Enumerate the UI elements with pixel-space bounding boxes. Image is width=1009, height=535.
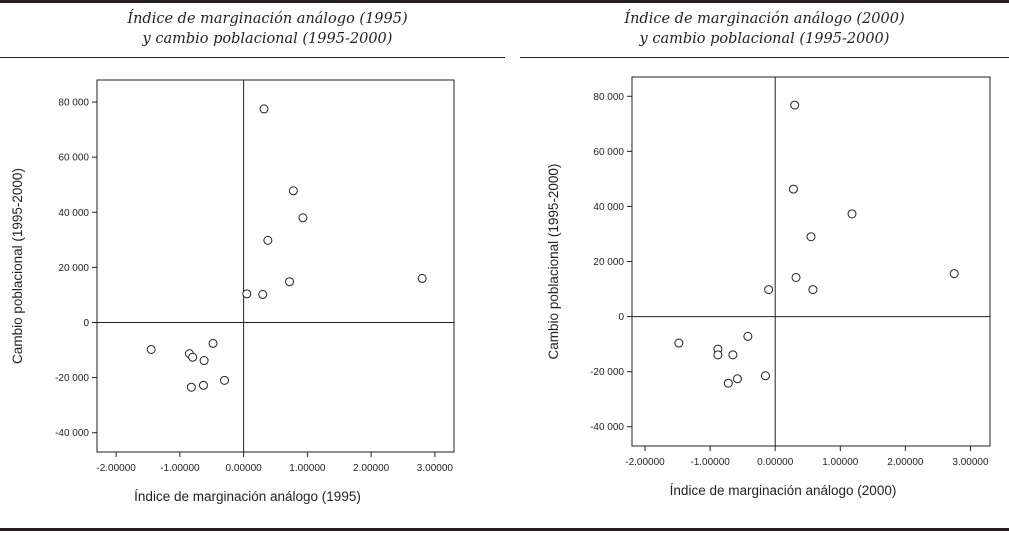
left-plot-frame xyxy=(96,79,455,453)
left-x-tick-label: -2.00000 xyxy=(96,463,136,474)
left-y-tick-label: -20 000 xyxy=(55,373,89,384)
right-title-line-1: Índice de marginación análogo (2000) xyxy=(624,11,905,27)
right-data-point xyxy=(949,269,959,279)
left-y-tick-label: -40 000 xyxy=(55,428,89,439)
right-data-point xyxy=(728,350,738,360)
right-x-tick-label: -2.00000 xyxy=(625,457,665,468)
left-x-tick-label: 3.00000 xyxy=(417,463,454,474)
left-data-point xyxy=(146,344,156,354)
left-data-point xyxy=(188,352,198,362)
left-y-axis-label: Cambio poblacional (1995-2000) xyxy=(10,168,25,364)
right-data-point xyxy=(713,350,723,360)
left-data-point xyxy=(288,186,298,196)
right-data-point xyxy=(791,272,801,282)
left-data-point xyxy=(242,289,252,299)
right-data-point xyxy=(723,378,733,388)
left-data-point xyxy=(258,289,268,299)
left-title-line-2: y cambio poblacional (1995-2000) xyxy=(142,31,393,47)
right-plot-frame xyxy=(631,76,991,447)
right-x-tick-label: 2.00000 xyxy=(887,457,924,468)
right-y-tick-label: 40 000 xyxy=(593,202,624,213)
right-x-tick-label: 0.00000 xyxy=(757,457,794,468)
left-title-line-1: Índice de marginación análogo (1995) xyxy=(127,11,408,27)
left-data-point xyxy=(298,213,308,223)
right-y-tick-label: -20 000 xyxy=(590,367,624,378)
right-x-tick-label: 3.00000 xyxy=(952,457,989,468)
right-data-point xyxy=(790,100,800,110)
right-y-axis-label: Cambio poblacional (1995-2000) xyxy=(546,164,561,360)
left-data-point xyxy=(199,356,209,366)
left-x-axis-label: Índice de marginación análogo (1995) xyxy=(134,489,361,504)
right-y-tick-label: 80 000 xyxy=(593,92,624,103)
top-rule xyxy=(0,0,1009,3)
left-data-point xyxy=(285,277,295,287)
left-data-point xyxy=(208,338,218,348)
right-data-point xyxy=(674,338,684,348)
left-y-tick-label: 80 000 xyxy=(58,98,89,109)
left-data-point xyxy=(263,235,273,245)
right-y-tick-label: -40 000 xyxy=(590,422,624,433)
right-data-point xyxy=(732,374,742,384)
right-panel-title: Índice de marginación análogo (2000) y c… xyxy=(520,9,1009,49)
left-data-point xyxy=(198,380,208,390)
left-panel-title: Índice de marginación análogo (1995) y c… xyxy=(0,9,535,49)
right-scatter-plot: -40 000 -20 000 0 20 000 40 000 60 000 80 000 -… xyxy=(546,76,991,498)
right-x-tick-label: -1.00000 xyxy=(690,457,730,468)
left-x-tick-label: 2.00000 xyxy=(353,463,390,474)
left-x-tick-label: 1.00000 xyxy=(289,463,326,474)
right-y-tick-label: 20 000 xyxy=(593,257,624,268)
left-y-tick-label: 20 000 xyxy=(58,263,89,274)
left-data-point xyxy=(259,104,269,114)
right-data-point xyxy=(806,232,816,242)
left-x-tick-label: 0.00000 xyxy=(226,463,263,474)
right-x-tick-label: 1.00000 xyxy=(822,457,859,468)
right-y-tick-label: 0 xyxy=(618,312,624,323)
right-title-rule xyxy=(520,57,1009,58)
left-data-point xyxy=(186,382,196,392)
bottom-rule xyxy=(0,528,1009,531)
left-x-tick-label: -1.00000 xyxy=(160,463,200,474)
right-data-point xyxy=(764,285,774,295)
right-title-line-2: y cambio poblacional (1995-2000) xyxy=(639,31,890,47)
left-scatter-plot: -40 000 -20 000 0 20 000 40 000 60 000 80 000 -… xyxy=(10,79,455,504)
right-x-axis-label: Índice de marginación análogo (2000) xyxy=(670,483,897,498)
left-y-tick-label: 40 000 xyxy=(58,208,89,219)
right-data-point xyxy=(847,209,857,219)
right-data-point xyxy=(788,184,798,194)
left-data-point xyxy=(220,375,229,385)
right-data-point xyxy=(743,331,753,341)
right-data-point xyxy=(808,285,818,295)
left-title-rule xyxy=(0,57,505,58)
left-data-point xyxy=(417,273,427,283)
left-y-tick-label: 0 xyxy=(83,318,89,329)
right-data-point xyxy=(760,371,770,381)
left-y-tick-label: 60 000 xyxy=(58,153,89,164)
right-y-tick-label: 60 000 xyxy=(593,147,624,158)
